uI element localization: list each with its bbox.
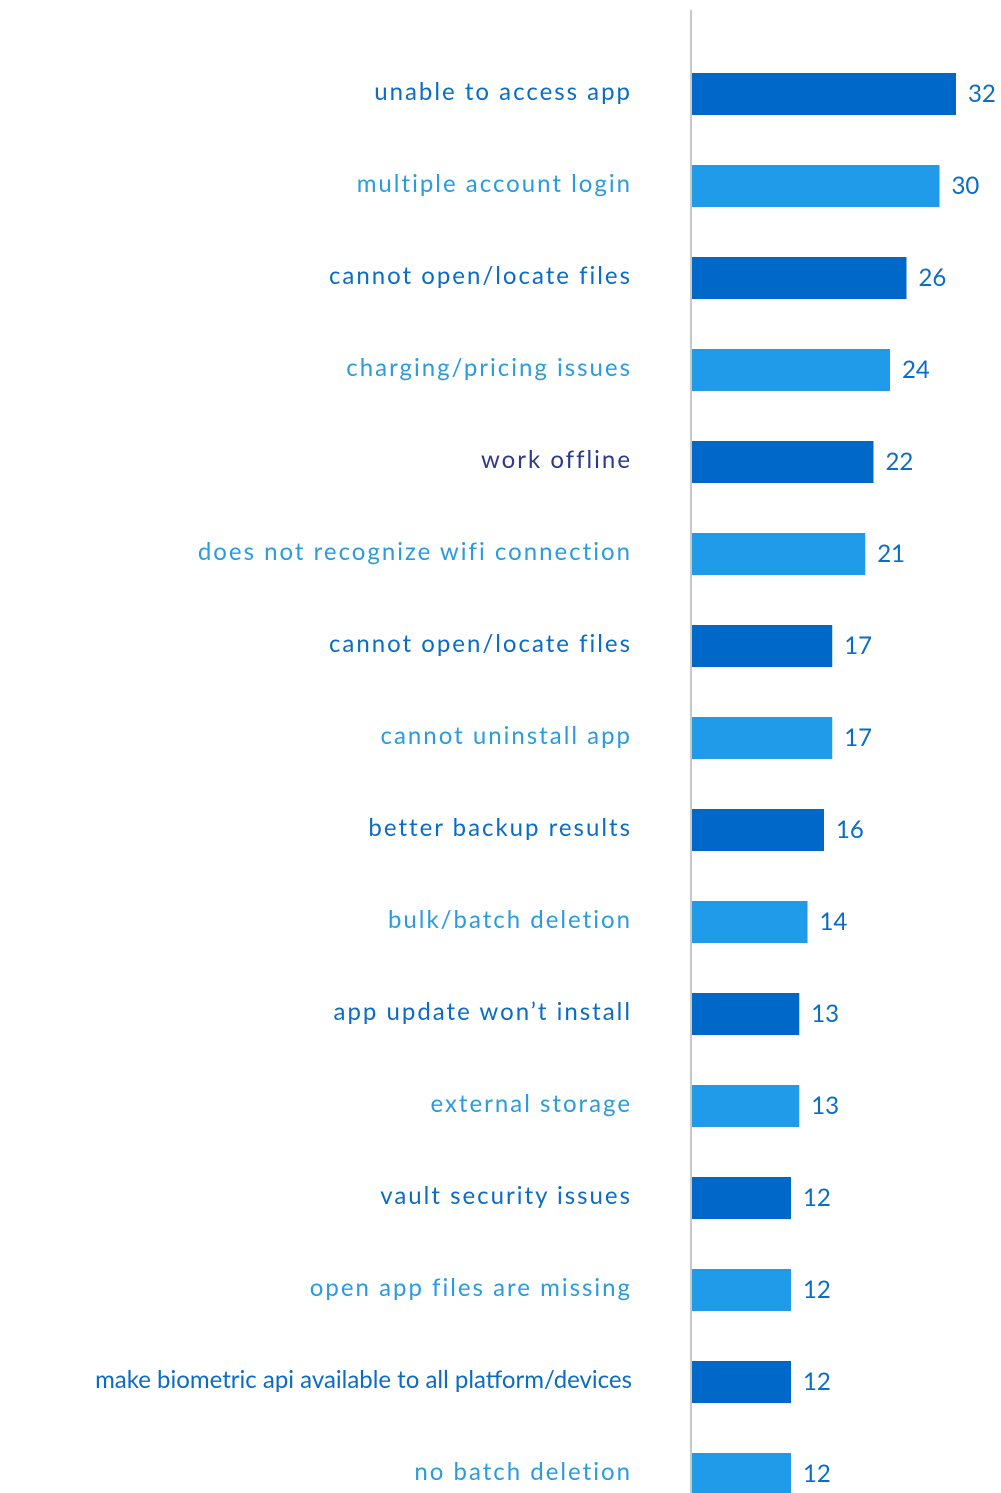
category-label: app update won’t install (334, 997, 632, 1026)
category-label: make biometric api available to all plat… (95, 1365, 632, 1394)
value-label: 21 (877, 539, 905, 568)
category-label: external storage (430, 1089, 632, 1118)
category-label: cannot open/locate files (329, 629, 632, 658)
category-label: charging/pricing issues (346, 353, 632, 382)
bar (692, 717, 833, 759)
bar (692, 1085, 800, 1127)
bar (692, 1453, 791, 1493)
category-label: work offline (481, 445, 632, 474)
bar (692, 533, 866, 575)
category-label: cannot open/locate files (329, 261, 632, 290)
value-label: 30 (952, 171, 980, 200)
category-label: open app files are missing (310, 1273, 632, 1302)
category-label: cannot uninstall app (381, 721, 632, 750)
category-label: vault security issues (380, 1181, 632, 1210)
value-label: 32 (968, 79, 996, 108)
bar (692, 993, 800, 1035)
value-label: 22 (886, 447, 914, 476)
bar (692, 257, 907, 299)
value-label: 12 (803, 1367, 831, 1396)
bar (692, 73, 956, 115)
category-label: does not recognize wifi connection (198, 537, 632, 566)
category-label: no batch deletion (414, 1457, 632, 1486)
value-label: 13 (811, 999, 839, 1028)
category-label: bulk/batch deletion (388, 905, 632, 934)
value-label: 13 (811, 1091, 839, 1120)
category-label: better backup results (368, 813, 632, 842)
value-label: 12 (803, 1183, 831, 1212)
value-label: 26 (919, 263, 947, 292)
category-label: unable to access app (374, 77, 632, 106)
bar (692, 625, 833, 667)
value-label: 17 (844, 631, 872, 660)
value-label: 12 (803, 1275, 831, 1304)
bar (692, 1177, 791, 1219)
bar (692, 1361, 791, 1403)
bar (692, 349, 890, 391)
value-label: 24 (902, 355, 930, 384)
value-label: 12 (803, 1459, 831, 1488)
bar (692, 1269, 791, 1311)
value-label: 14 (820, 907, 848, 936)
bar (692, 441, 874, 483)
bar (692, 165, 940, 207)
value-label: 17 (844, 723, 872, 752)
bar (692, 901, 808, 943)
value-label: 16 (836, 815, 864, 844)
category-label: multiple account login (357, 169, 632, 198)
bar (692, 809, 824, 851)
